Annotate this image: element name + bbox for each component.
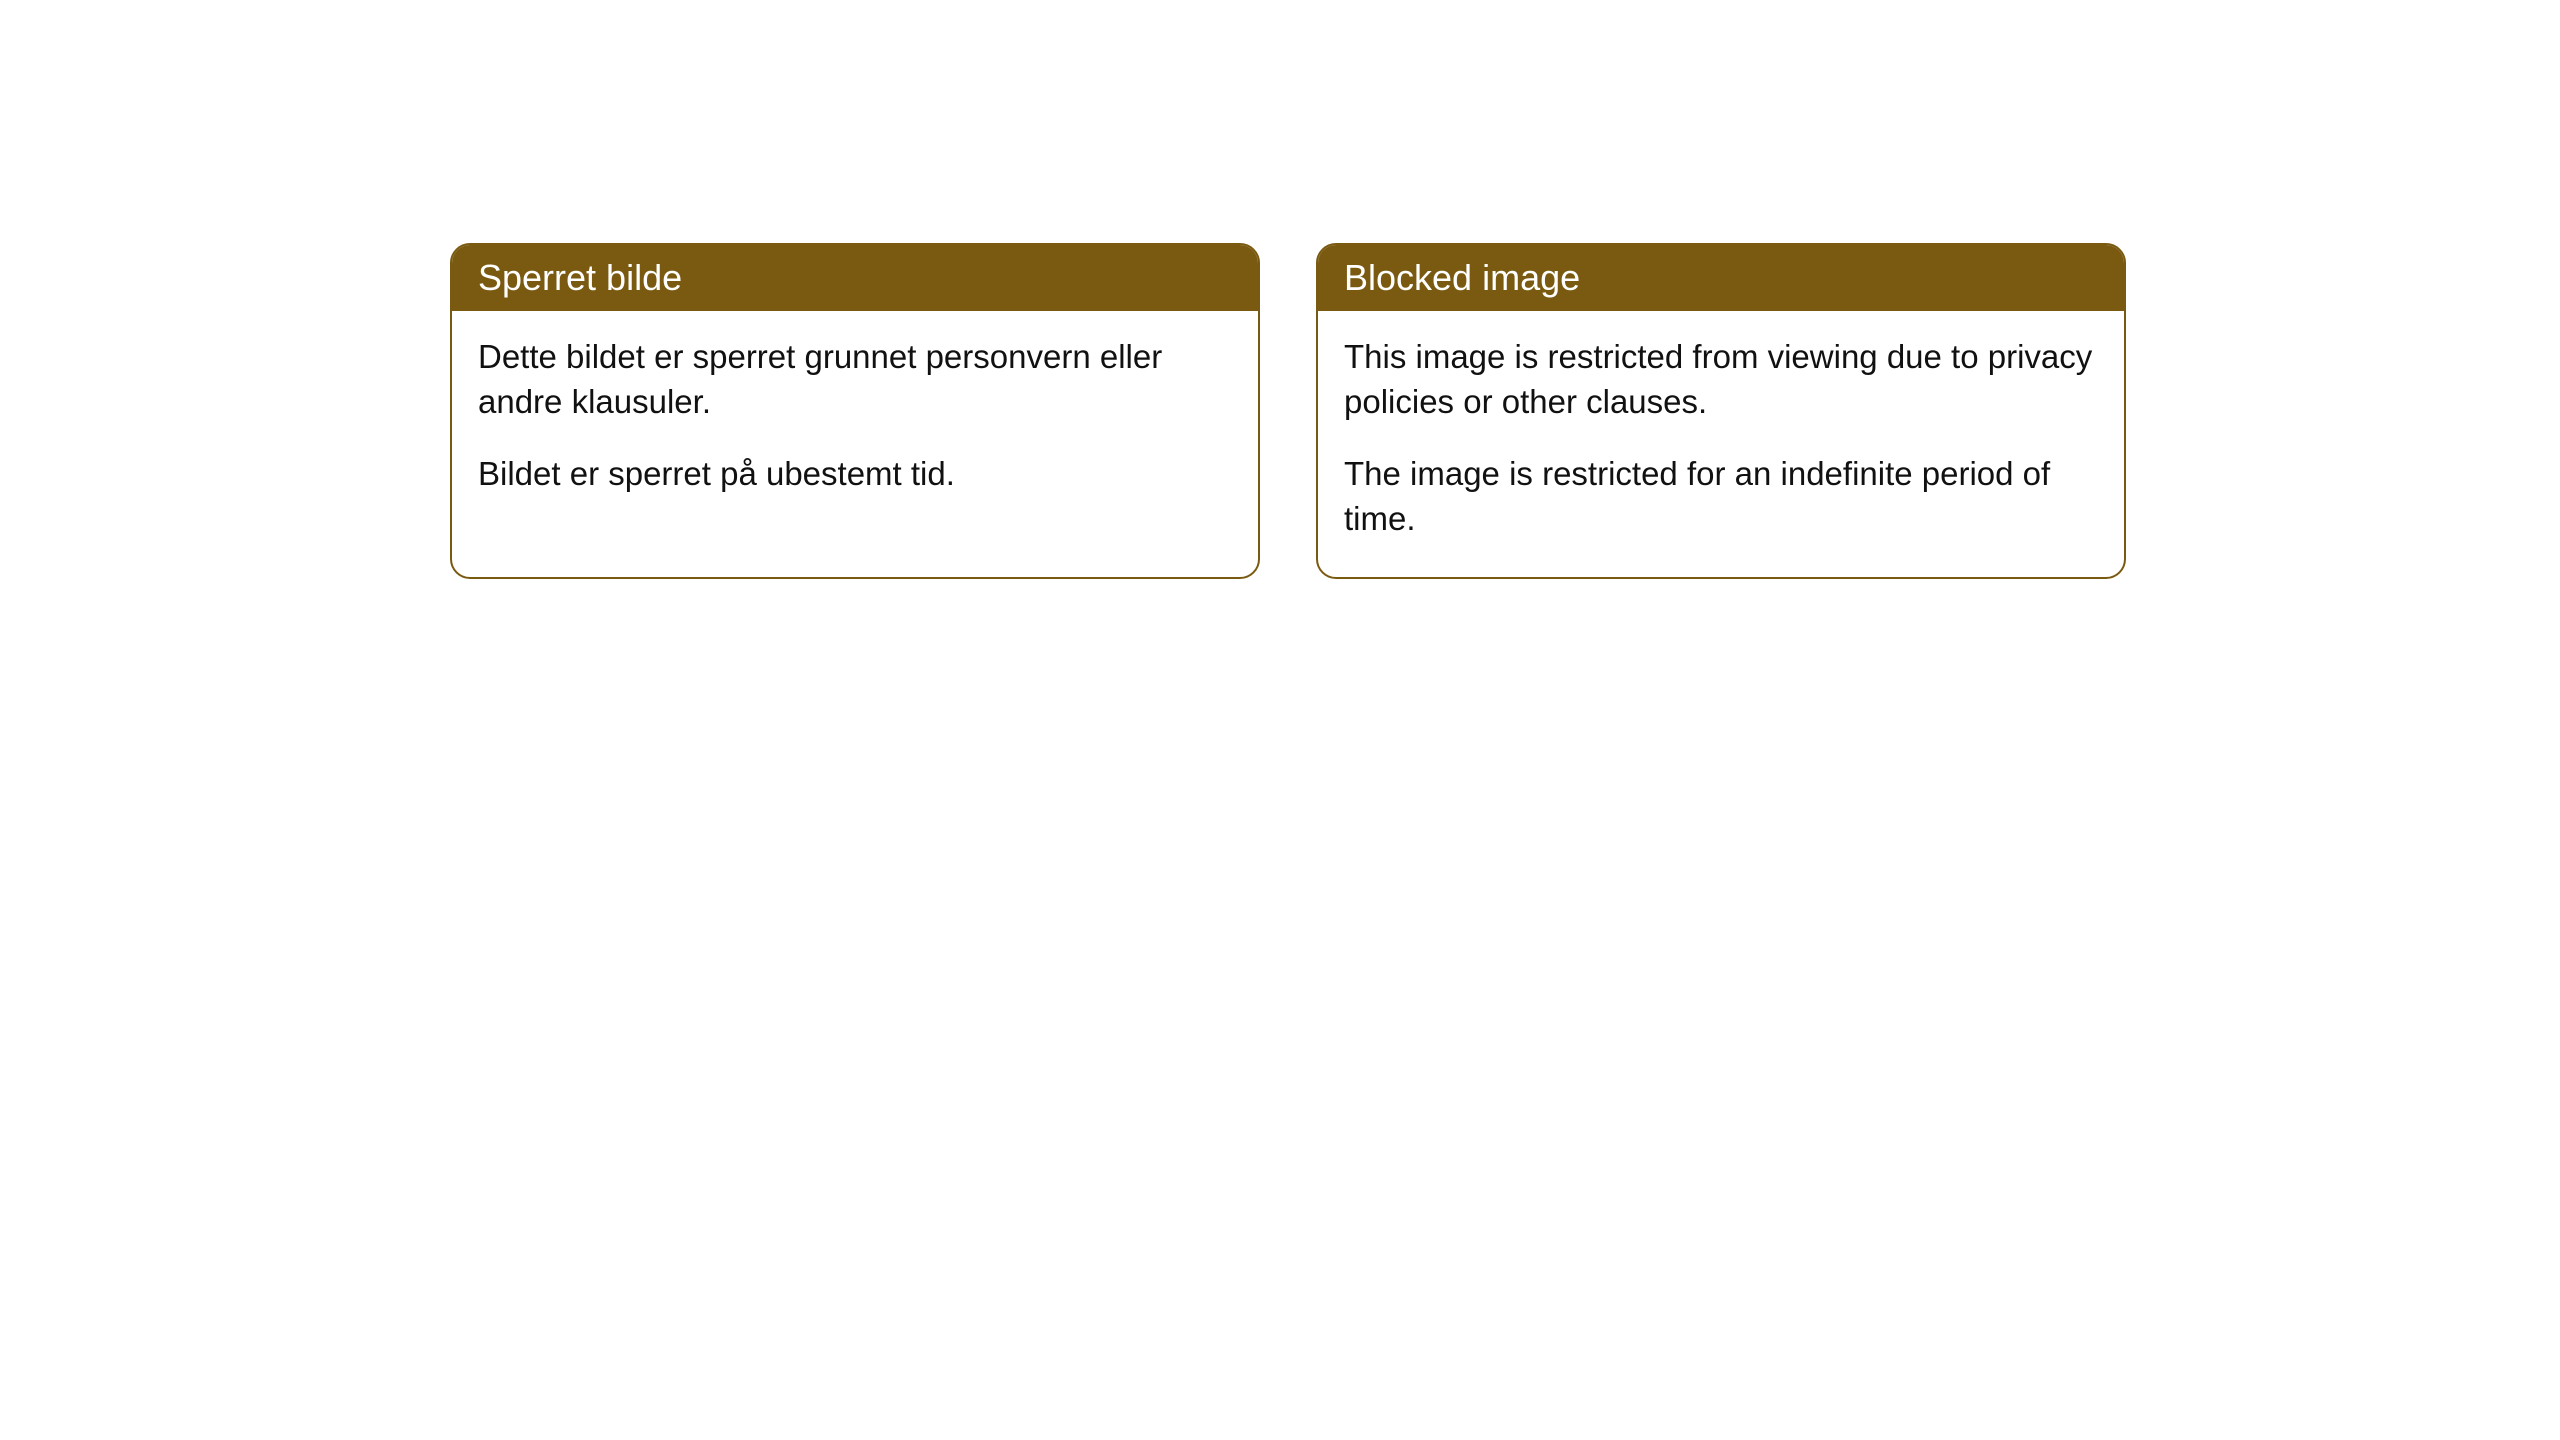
card-paragraph: Bildet er sperret på ubestemt tid. bbox=[478, 452, 1232, 497]
card-header: Blocked image bbox=[1318, 245, 2124, 311]
card-body: This image is restricted from viewing du… bbox=[1318, 311, 2124, 577]
card-paragraph: This image is restricted from viewing du… bbox=[1344, 335, 2098, 424]
card-body: Dette bildet er sperret grunnet personve… bbox=[452, 311, 1258, 533]
blocked-image-card-norwegian: Sperret bilde Dette bildet er sperret gr… bbox=[450, 243, 1260, 579]
card-header: Sperret bilde bbox=[452, 245, 1258, 311]
card-paragraph: Dette bildet er sperret grunnet personve… bbox=[478, 335, 1232, 424]
notice-cards-container: Sperret bilde Dette bildet er sperret gr… bbox=[450, 243, 2126, 579]
card-paragraph: The image is restricted for an indefinit… bbox=[1344, 452, 2098, 541]
blocked-image-card-english: Blocked image This image is restricted f… bbox=[1316, 243, 2126, 579]
